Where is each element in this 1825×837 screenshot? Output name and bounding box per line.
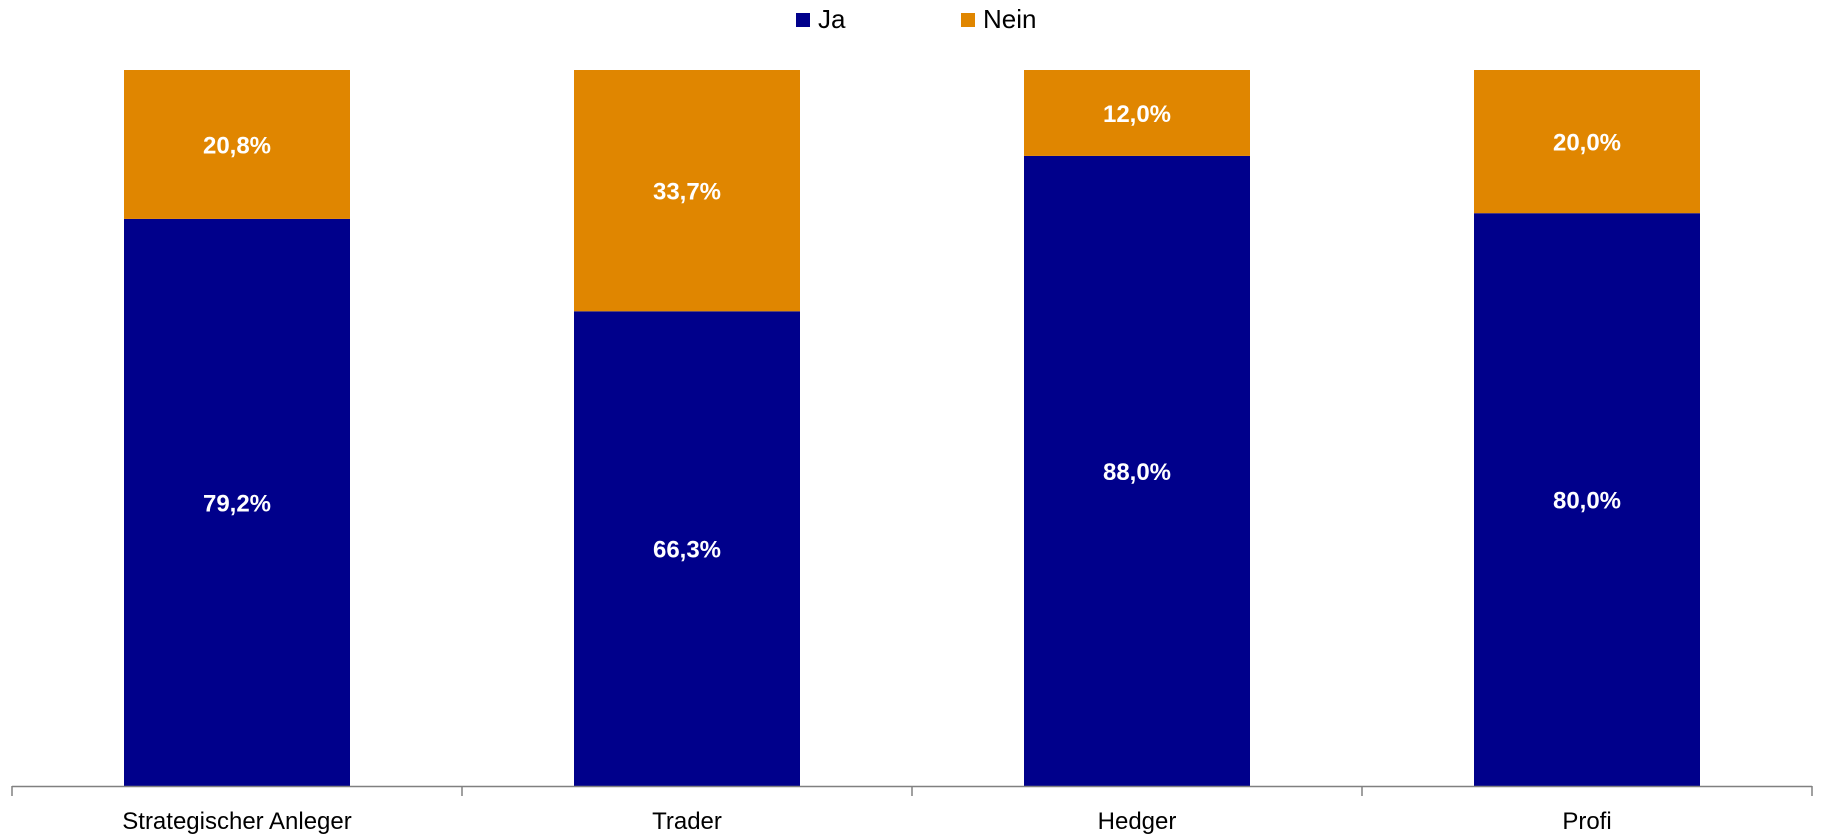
data-label-ja-2: 66,3% (653, 537, 721, 564)
data-label-ja-1: 79,2% (203, 490, 271, 517)
category-label-1: Strategischer Anleger (122, 808, 351, 835)
category-label-3: Hedger (1098, 808, 1177, 835)
bar-nein-2 (574, 70, 800, 312)
legend: Ja Nein (0, 0, 1825, 40)
bar-nein-3 (1024, 70, 1250, 156)
legend-label-nein: Nein (983, 4, 1037, 34)
legend-swatch-ja (796, 12, 810, 27)
category-label-2: Trader (652, 808, 722, 835)
legend-item-ja: Ja (796, 4, 845, 35)
bar-ja-4 (1474, 213, 1700, 786)
bar-nein-1 (124, 70, 350, 219)
legend-label-ja: Ja (818, 4, 846, 34)
bar-ja-1 (124, 218, 350, 787)
data-label-nein-4: 20,0% (1553, 130, 1621, 157)
bar-nein-4 (1474, 70, 1700, 214)
data-label-nein-2: 33,7% (653, 179, 721, 206)
data-label-nein-3: 12,0% (1103, 101, 1171, 128)
data-label-ja-4: 80,0% (1553, 488, 1621, 515)
bar-ja-3 (1024, 155, 1250, 787)
category-label-4: Profi (1562, 808, 1611, 835)
bar-ja-2 (574, 311, 800, 786)
legend-swatch-nein (961, 12, 975, 27)
legend-item-nein: Nein (961, 4, 1036, 35)
data-label-nein-1: 20,8% (203, 132, 271, 159)
data-label-ja-3: 88,0% (1103, 459, 1171, 486)
